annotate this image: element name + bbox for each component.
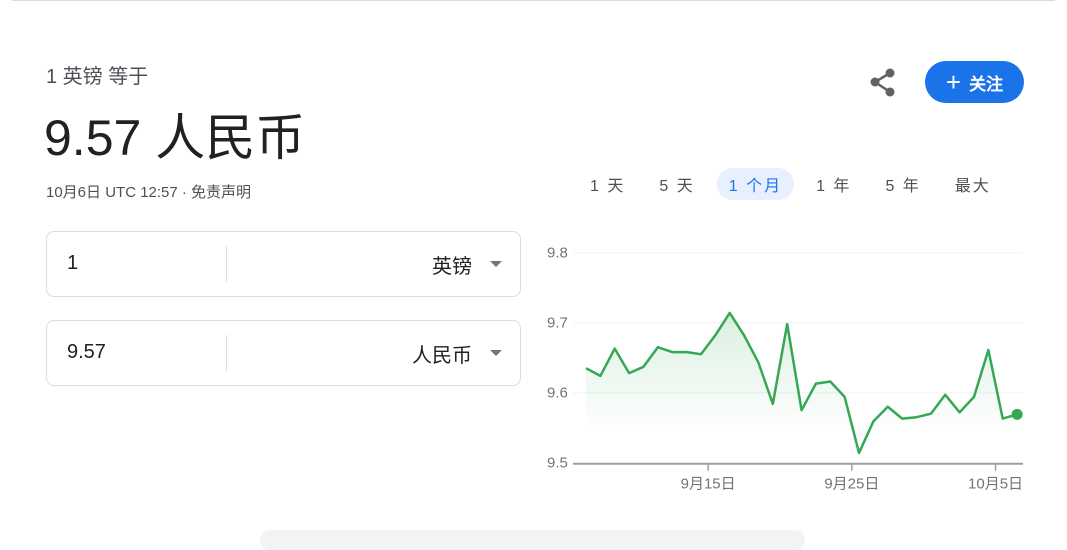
area-fill	[586, 313, 1017, 463]
more-info-bar[interactable]	[260, 530, 805, 550]
x-tick-label: 9月15日	[681, 476, 736, 493]
y-tick-label: 9.6	[547, 385, 568, 402]
x-tick-label: 9月25日	[824, 476, 879, 493]
current-point-marker	[1012, 409, 1023, 420]
x-tick-label: 10月5日	[968, 476, 1023, 493]
y-tick-label: 9.5	[547, 455, 568, 472]
y-tick-label: 9.8	[547, 245, 568, 262]
y-tick-label: 9.7	[547, 315, 568, 332]
exchange-rate-chart[interactable]: 9.8 9.7 9.6 9.5 9月15日 9月25日 10月5日	[0, 0, 1067, 536]
